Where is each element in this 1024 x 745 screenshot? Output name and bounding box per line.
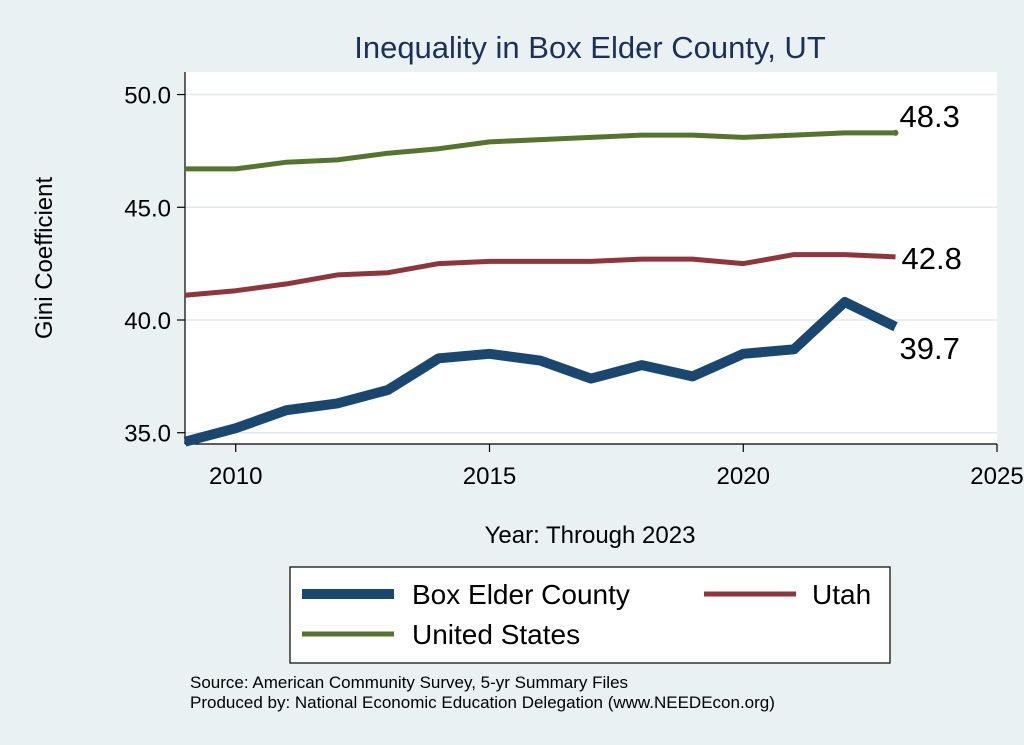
x-axis-ticks: 2010 2015 2020 2025: [209, 444, 1024, 490]
x-axis-label: Year: Through 2023: [485, 522, 696, 549]
y-axis-ticks: 35.0 40.0 45.0 50.0: [124, 83, 185, 448]
source-note: Source: American Community Survey, 5-yr …: [190, 673, 628, 692]
producer-note: Produced by: National Economic Education…: [190, 693, 775, 712]
legend-label-united-states: United States: [412, 619, 580, 650]
x-tick-label: 2025: [970, 463, 1023, 490]
series-line-box-elder: [183, 297, 898, 447]
gridlines: [185, 93, 997, 434]
y-tick-label: 50.0: [124, 83, 171, 110]
series-end-label-box-elder: 39.7: [900, 331, 960, 366]
y-tick-label: 45.0: [124, 195, 171, 222]
x-tick-label: 2015: [463, 463, 516, 490]
y-tick-label: 35.0: [124, 421, 171, 448]
legend-box: [289, 566, 891, 664]
series-line-utah: [184, 252, 896, 298]
axes: [184, 72, 997, 445]
x-tick-label: 2020: [717, 463, 770, 490]
legend-label-box-elder: Box Elder County: [412, 579, 630, 610]
chart-title: Inequality in Box Elder County, UT: [354, 30, 826, 65]
x-tick-label: 2010: [209, 463, 262, 490]
legend-label-utah: Utah: [812, 579, 871, 610]
y-tick-label: 40.0: [124, 308, 171, 335]
series-layer: 48.3 42.8 39.7: [183, 99, 962, 447]
legend: Box Elder County Utah United States: [289, 566, 891, 664]
series-line-united-states: [185, 130, 896, 172]
series-end-label-utah: 42.8: [902, 241, 962, 276]
y-axis-label: Gini Coefficient: [31, 177, 58, 340]
series-end-label-united-states: 48.3: [900, 99, 960, 134]
series-end-marker-united-states: [892, 129, 899, 136]
